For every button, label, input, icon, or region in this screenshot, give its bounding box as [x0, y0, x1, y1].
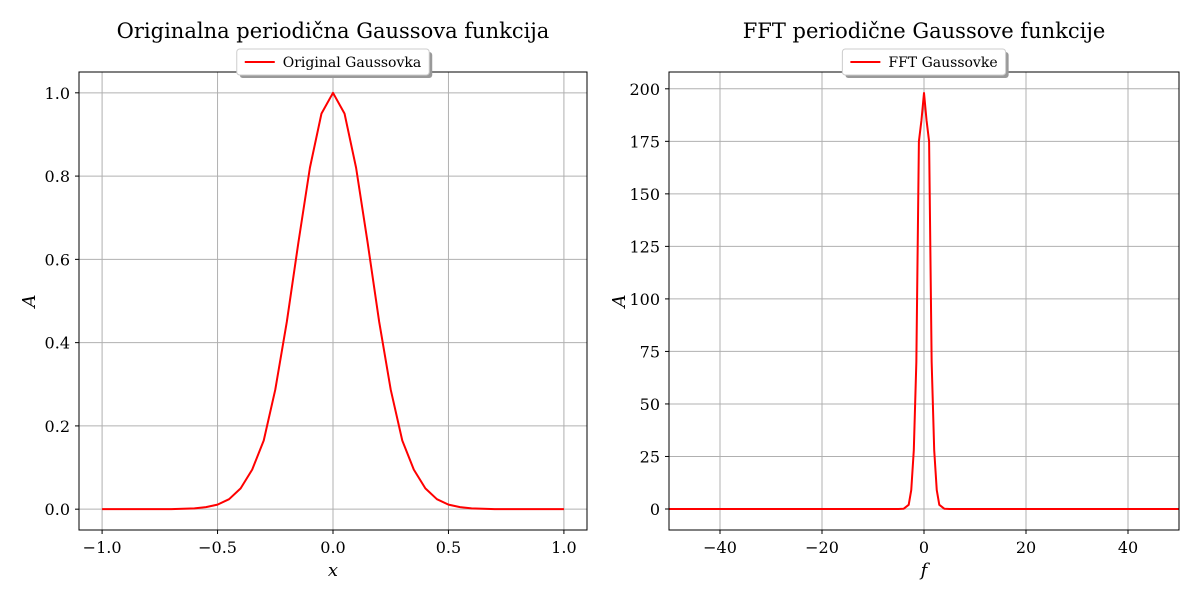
chart-fft-gaussian: FFT periodične Gaussove funkcije f A −40… [609, 19, 1180, 581]
y-tick-label: 150 [629, 185, 660, 204]
chart-title: FFT periodične Gaussove funkcije [743, 19, 1106, 43]
x-tick-label: −1.0 [83, 538, 122, 557]
x-tick-label: 40 [1118, 538, 1138, 557]
x-tick-label: 20 [1016, 538, 1036, 557]
y-axis-label: A [19, 295, 40, 310]
y-tick-label: 0.8 [45, 167, 70, 186]
legend-label: Original Gaussovka [283, 55, 421, 71]
chart-title: Originalna periodična Gaussova funkcija [117, 19, 550, 43]
legend-box [236, 48, 430, 76]
x-tick-label: 0 [919, 538, 929, 557]
y-tick-label: 1.0 [45, 84, 70, 103]
x-tick-label: 0.0 [320, 538, 345, 557]
x-tick-label: −0.5 [198, 538, 237, 557]
series-line [669, 92, 1179, 510]
x-tick-label: 1.0 [551, 538, 576, 557]
legend: Original Gaussovka [236, 48, 433, 78]
legend: FFT Gaussovke [841, 48, 1009, 78]
y-tick-label: 75 [640, 342, 660, 361]
y-tick-label: 0.4 [45, 334, 70, 353]
x-axis-label: x [328, 560, 338, 581]
y-axis-label: A [609, 295, 630, 310]
y-tick-label: 200 [629, 80, 660, 99]
y-tick-label: 50 [640, 395, 660, 414]
y-tick-label: 25 [640, 447, 660, 466]
y-tick-label: 100 [629, 290, 660, 309]
y-tick-label: 0.2 [45, 417, 70, 436]
x-axis-label: f [919, 560, 931, 581]
legend-label: FFT Gaussovke [888, 55, 997, 71]
y-tick-label: 0.6 [45, 250, 70, 269]
y-tick-label: 0 [650, 500, 660, 519]
x-tick-label: 0.5 [436, 538, 461, 557]
legend-box [841, 48, 1007, 76]
y-tick-label: 175 [629, 132, 660, 151]
x-tick-label: −20 [805, 538, 839, 557]
x-tick-label: −40 [703, 538, 737, 557]
y-tick-label: 0.0 [45, 500, 70, 519]
series-line [102, 91, 564, 511]
chart-original-gaussian: Originalna periodična Gaussova funkcija … [19, 19, 588, 581]
y-tick-label: 125 [629, 237, 660, 256]
